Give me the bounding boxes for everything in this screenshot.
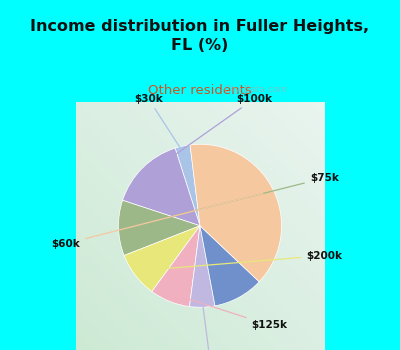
Wedge shape bbox=[190, 226, 215, 307]
Text: Other residents: Other residents bbox=[148, 84, 252, 97]
Text: $100k: $100k bbox=[150, 93, 273, 172]
Wedge shape bbox=[118, 200, 200, 256]
Text: City-Data.com: City-Data.com bbox=[224, 85, 288, 93]
Wedge shape bbox=[122, 148, 200, 226]
Text: $60k: $60k bbox=[52, 193, 263, 248]
Wedge shape bbox=[200, 226, 259, 306]
Text: $75k: $75k bbox=[129, 173, 339, 227]
Text: $125k: $125k bbox=[175, 295, 288, 330]
Wedge shape bbox=[190, 144, 282, 282]
Text: Income distribution in Fuller Heights,
FL (%): Income distribution in Fuller Heights, F… bbox=[30, 19, 370, 52]
Text: $200k: $200k bbox=[145, 251, 342, 270]
Text: $20k: $20k bbox=[196, 302, 224, 350]
Wedge shape bbox=[175, 145, 200, 226]
Wedge shape bbox=[124, 226, 200, 292]
Wedge shape bbox=[152, 226, 200, 307]
Text: $30k: $30k bbox=[134, 93, 183, 152]
